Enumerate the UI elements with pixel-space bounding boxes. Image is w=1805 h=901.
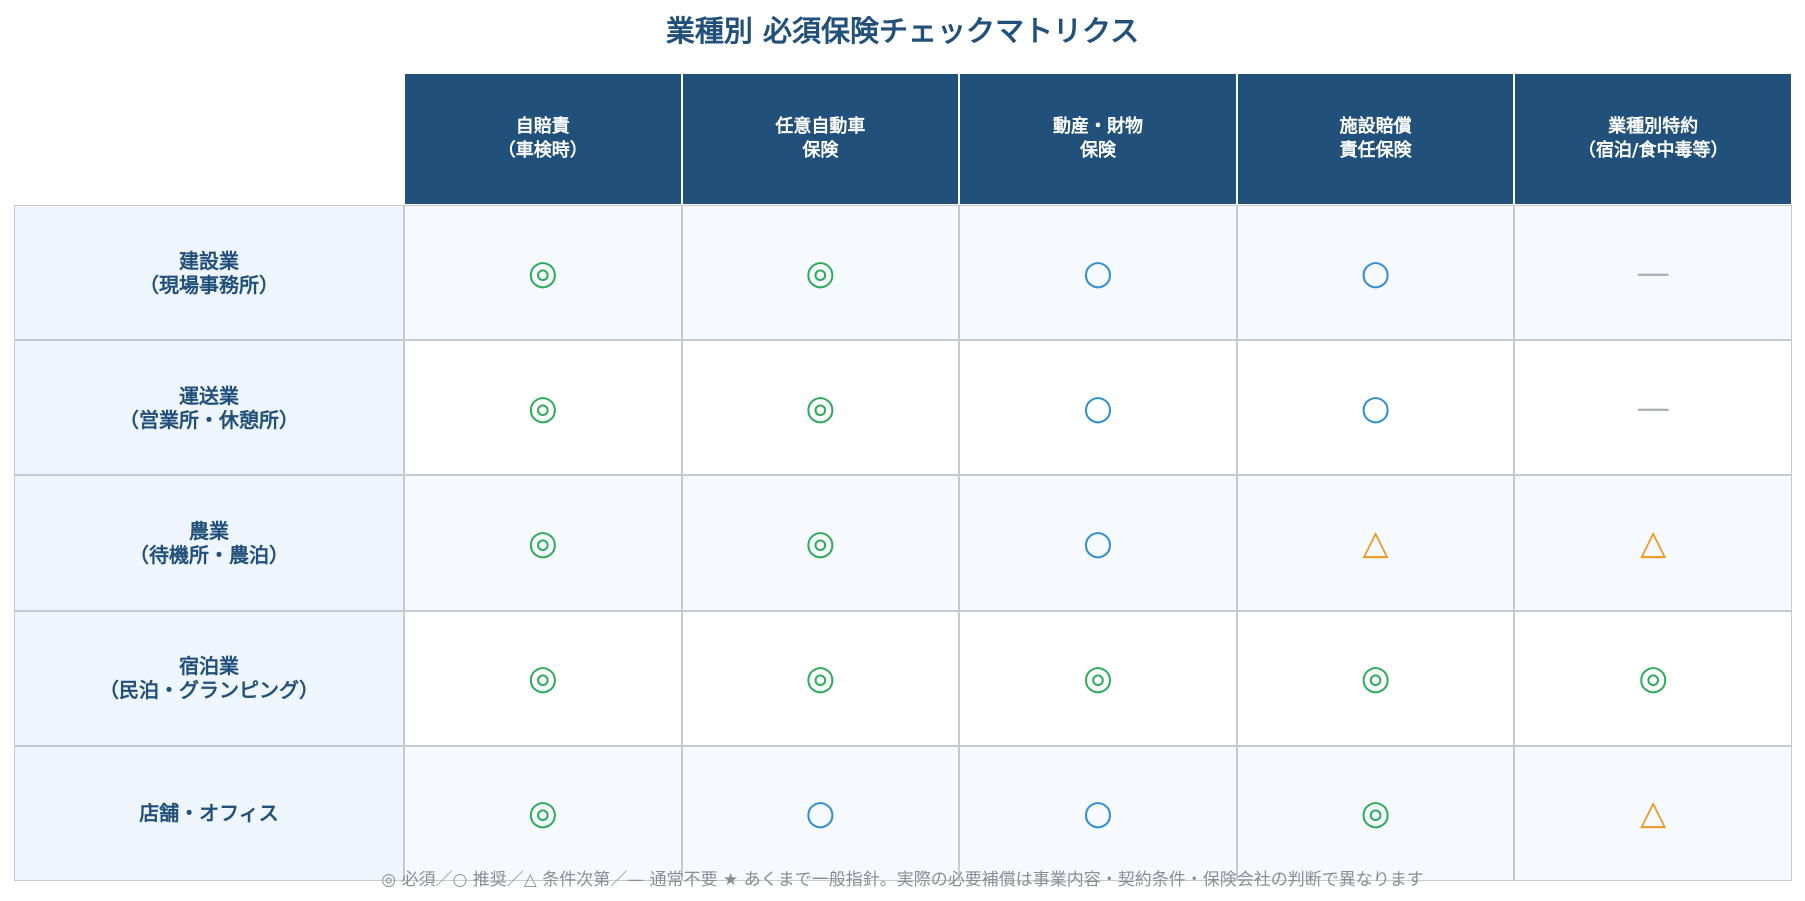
symbol-cell: ◎ bbox=[681, 475, 960, 611]
symbol-cell: ◎ bbox=[1236, 745, 1515, 881]
symbol-cell: ◎ bbox=[681, 205, 960, 341]
symbol-cell: — bbox=[1514, 205, 1792, 341]
symbol-cell: ○ bbox=[959, 745, 1237, 881]
symbol-cell: ◎ bbox=[1236, 610, 1515, 746]
symbol-cell: ◎ bbox=[404, 340, 682, 476]
row-label: 宿泊業 （民泊・グランピング） bbox=[14, 610, 404, 746]
symbol-cell: ○ bbox=[1236, 340, 1515, 476]
symbol-cell: ○ bbox=[1236, 205, 1515, 341]
row-label: 建設業 （現場事務所） bbox=[14, 205, 404, 341]
column-header: 自賠責 （車検時） bbox=[404, 73, 682, 205]
symbol-cell: ◎ bbox=[404, 610, 682, 746]
row-label: 店舗・オフィス bbox=[14, 745, 404, 881]
symbol-cell: ○ bbox=[959, 475, 1237, 611]
symbol-cell: ◎ bbox=[1514, 610, 1792, 746]
title: 業種別 必須保険チェックマトリクス bbox=[665, 14, 1140, 48]
symbol-cell: ◎ bbox=[404, 205, 682, 341]
symbol-cell: ○ bbox=[959, 205, 1237, 341]
symbol-cell: △ bbox=[1236, 475, 1515, 611]
footnote: ◎ 必須／○ 推奨／△ 条件次第／— 通常不要 ★ あくまで一般指針。実際の必要… bbox=[381, 870, 1424, 890]
symbol-cell: ◎ bbox=[681, 610, 960, 746]
symbol-cell: △ bbox=[1514, 475, 1792, 611]
symbol-cell: ◎ bbox=[404, 475, 682, 611]
symbol-cell: △ bbox=[1514, 745, 1792, 881]
symbol-cell: ◎ bbox=[959, 610, 1237, 746]
column-header: 動産・財物 保険 bbox=[959, 73, 1237, 205]
symbol-cell: — bbox=[1514, 340, 1792, 476]
symbol-cell: ○ bbox=[959, 340, 1237, 476]
column-header: 任意自動車 保険 bbox=[681, 73, 960, 205]
row-label: 運送業 （営業所・休憩所） bbox=[14, 340, 404, 476]
symbol-cell: ○ bbox=[681, 745, 960, 881]
row-label: 農業 （待機所・農泊） bbox=[14, 475, 404, 611]
column-header: 施設賠償 責任保険 bbox=[1236, 73, 1515, 205]
symbol-cell: ◎ bbox=[404, 745, 682, 881]
symbol-cell: ◎ bbox=[681, 340, 960, 476]
column-header: 業種別特約 （宿泊/食中毒等） bbox=[1514, 73, 1792, 205]
